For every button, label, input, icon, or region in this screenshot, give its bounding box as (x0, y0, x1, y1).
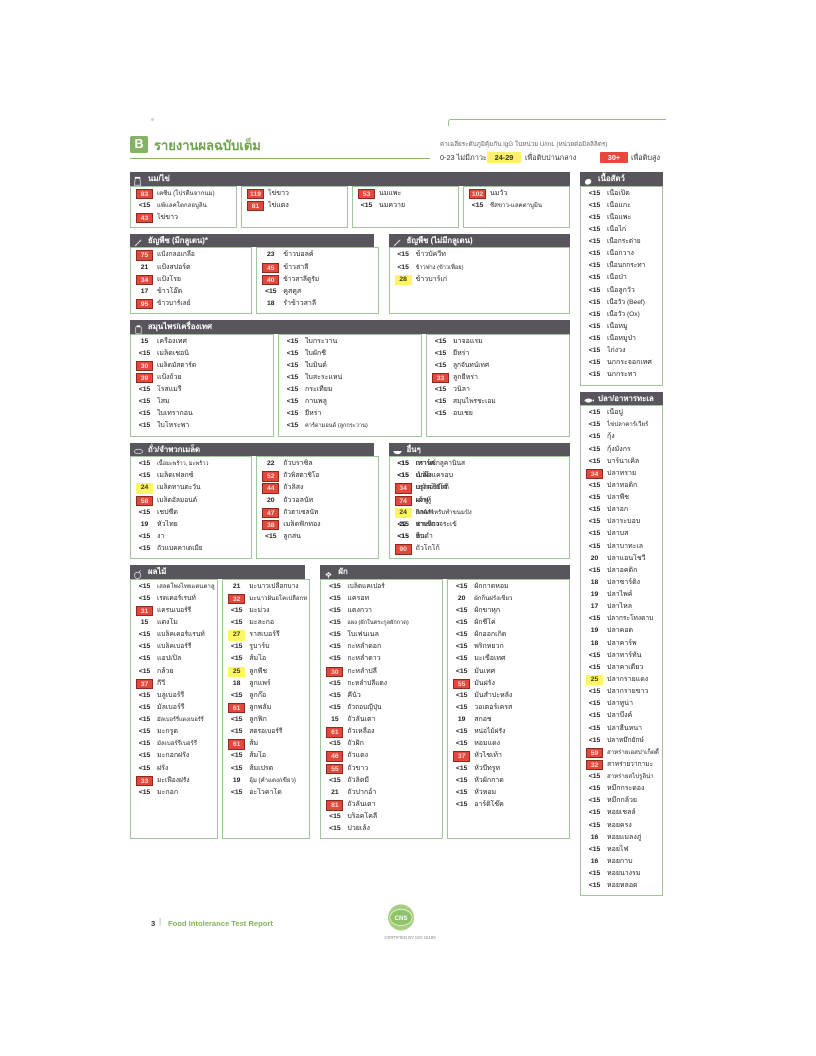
svg-text:CNS: CNS (395, 915, 408, 922)
